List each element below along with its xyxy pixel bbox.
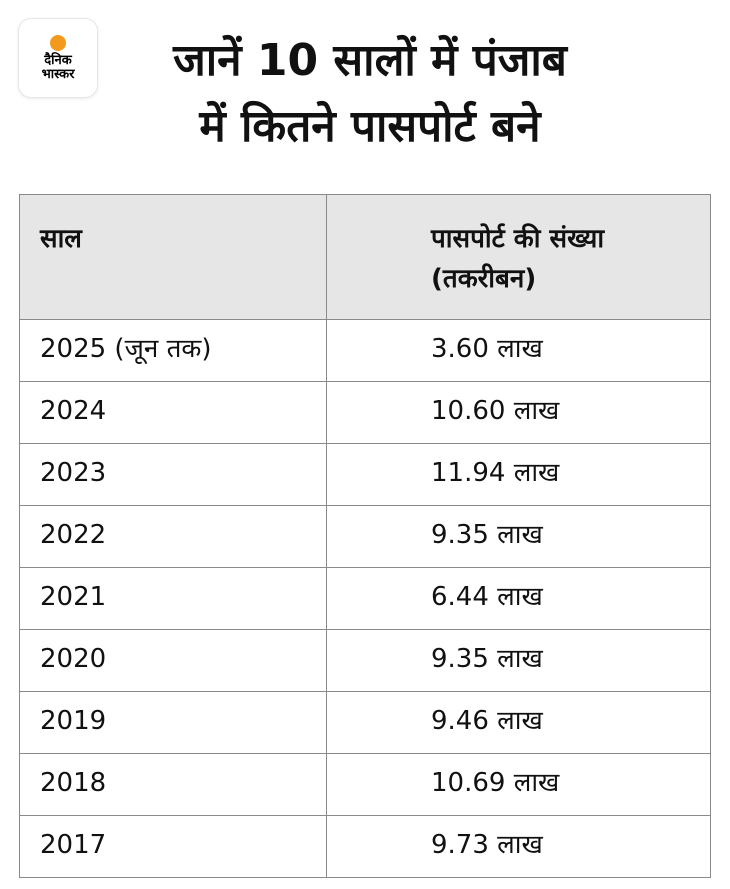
cell-count: 3.60 लाख: [326, 319, 711, 382]
header-count-line2: (तकरीबन): [431, 264, 537, 294]
header-count-line1: पासपोर्ट की संख्या: [431, 224, 605, 254]
header-count: पासपोर्ट की संख्या (तकरीबन): [326, 194, 711, 320]
cell-count: 9.46 लाख: [326, 691, 711, 754]
table-row: 2022 9.35 लाख: [19, 505, 711, 568]
title-line2: में कितने पासपोर्ट बने: [199, 101, 541, 152]
cell-year: 2025 (जून तक): [19, 319, 327, 382]
cell-year: 2023: [19, 443, 327, 506]
cell-year: 2020: [19, 629, 327, 692]
cell-year: 2019: [19, 691, 327, 754]
table-row: 2018 10.69 लाख: [19, 753, 711, 816]
logo-text-line1: दैनिक: [44, 52, 72, 68]
cell-count: 9.35 लाख: [326, 629, 711, 692]
cell-count: 9.73 लाख: [326, 815, 711, 878]
sun-icon: [50, 34, 66, 51]
table-row: 2021 6.44 लाख: [19, 567, 711, 630]
cell-count: 11.94 लाख: [326, 443, 711, 506]
cell-year: 2018: [19, 753, 327, 816]
passport-table: साल पासपोर्ट की संख्या (तकरीबन) 2025 (जू…: [19, 194, 711, 878]
table-row: 2023 11.94 लाख: [19, 443, 711, 506]
title-line1: जानें 10 सालों में पंजाब: [173, 35, 567, 86]
cell-count: 10.69 लाख: [326, 753, 711, 816]
table-row: 2019 9.46 लाख: [19, 691, 711, 754]
header-year: साल: [19, 194, 327, 320]
cell-count: 6.44 लाख: [326, 567, 711, 630]
cell-year: 2017: [19, 815, 327, 878]
page-title: जानें 10 सालों में पंजाब में कितने पासपो…: [110, 28, 630, 160]
logo-text-line2: भास्कर: [41, 66, 75, 82]
table-row: 2025 (जून तक) 3.60 लाख: [19, 319, 711, 382]
cell-year: 2022: [19, 505, 327, 568]
cell-year: 2024: [19, 381, 327, 444]
cell-count: 9.35 लाख: [326, 505, 711, 568]
cell-year: 2021: [19, 567, 327, 630]
table-row: 2017 9.73 लाख: [19, 815, 711, 878]
table-row: 2020 9.35 लाख: [19, 629, 711, 692]
dainik-bhaskar-logo[interactable]: दैनिक भास्कर: [19, 19, 97, 97]
table-row: 2024 10.60 लाख: [19, 381, 711, 444]
cell-count: 10.60 लाख: [326, 381, 711, 444]
table-header-row: साल पासपोर्ट की संख्या (तकरीबन): [19, 194, 711, 320]
